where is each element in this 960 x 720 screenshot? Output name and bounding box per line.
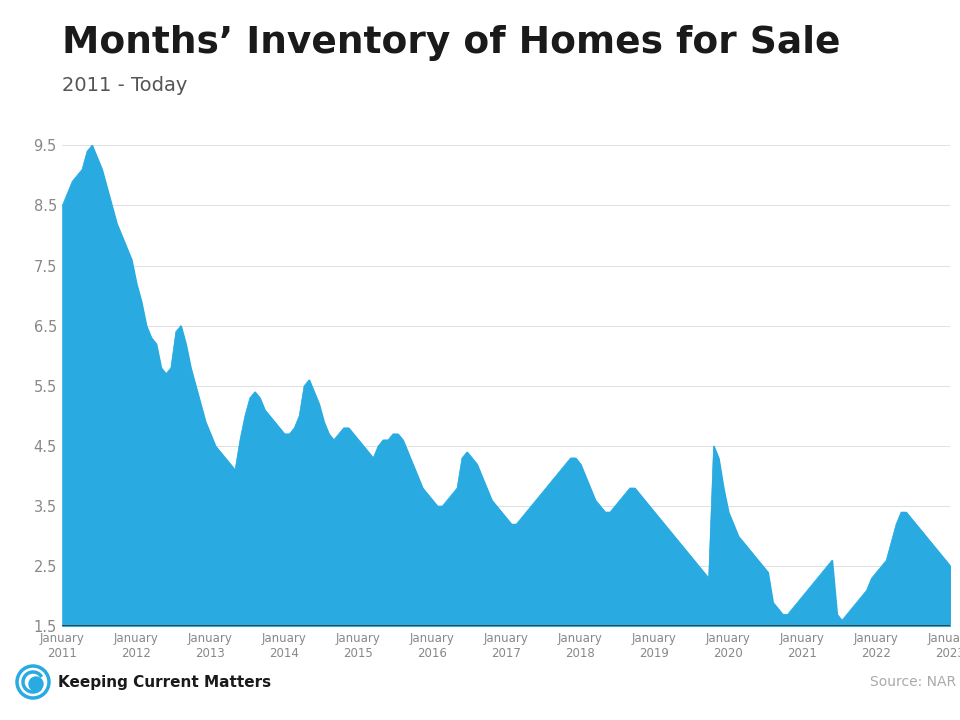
Text: Source: NAR: Source: NAR (870, 675, 956, 689)
Text: 2011 - Today: 2011 - Today (62, 76, 188, 94)
Text: Months’ Inventory of Homes for Sale: Months’ Inventory of Homes for Sale (62, 25, 841, 61)
Text: Keeping Current Matters: Keeping Current Matters (58, 675, 271, 690)
Circle shape (29, 677, 43, 691)
